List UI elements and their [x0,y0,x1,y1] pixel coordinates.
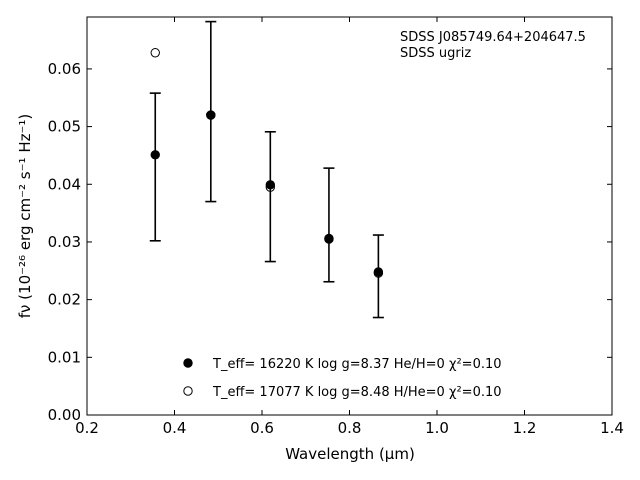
x-tick-label: 0.6 [250,419,274,437]
data-point-open [265,182,276,192]
y-tick-label: 0.05 [48,118,81,136]
legend-marker-filled [183,358,193,368]
legend-entry-2: T_eff= 17077 K log g=8.48 H/He=0 χ²=0.10 [212,385,502,400]
data-point-open [150,48,160,58]
x-tick-label: 1.2 [513,419,537,437]
x-tick-label: 1.4 [600,419,624,437]
x-tick-label: 0.4 [163,419,187,437]
plot-frame [86,16,613,416]
data-point-filled [265,180,276,190]
data-point-open [324,234,334,244]
legend-entry-1: T_eff= 16220 K log g=8.37 He/H=0 χ²=0.10 [212,357,502,372]
y-tick-label: 0.06 [48,60,81,78]
y-tick-label: 0.04 [48,175,81,193]
y-axis-label: fν (10⁻²⁶ erg cm⁻² s⁻¹ Hz⁻¹) [16,114,34,319]
data-point-open [206,110,216,120]
annotation-object: SDSS J085749.64+204647.5 [400,30,586,45]
legend-marker-open [183,386,193,396]
y-tick-label: 0.03 [48,233,81,251]
y-tick-label: 0.02 [48,291,81,309]
x-tick-label: 1.0 [425,419,449,437]
y-tick-label: 0.01 [48,348,81,366]
data-point-open [373,268,384,278]
y-tick-label: 0.00 [48,406,81,424]
data-point-filled [150,150,160,160]
x-tick-label: 0.2 [75,419,99,437]
legend: T_eff= 16220 K log g=8.37 He/H=0 χ²=0.10… [183,357,502,400]
x-axis-label: Wavelength (μm) [285,445,415,463]
x-tick-label: 0.8 [338,419,362,437]
annotation-filters: SDSS ugriz [400,46,471,61]
